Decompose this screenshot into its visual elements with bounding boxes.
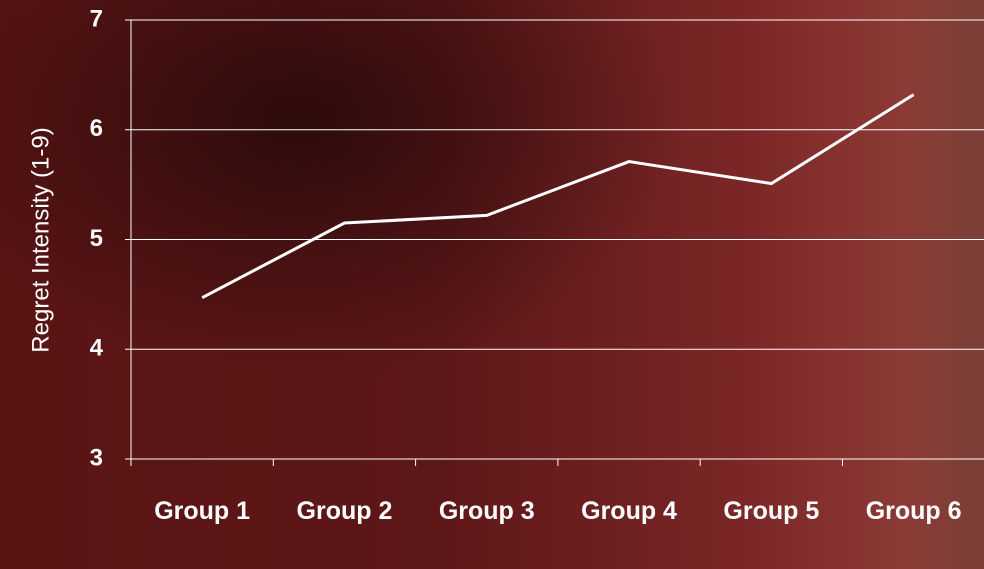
x-tick-label: Group 6	[865, 497, 962, 525]
x-tick-label: Group 1	[154, 497, 251, 525]
y-tick-label: 6	[90, 115, 103, 142]
x-tick-label: Group 2	[296, 497, 393, 525]
y-tick-label: 3	[90, 444, 103, 471]
x-tick-label: Group 4	[581, 497, 677, 525]
y-tick-label: 4	[90, 335, 104, 362]
y-tick-label: 5	[90, 225, 103, 252]
line	[201, 93, 915, 299]
y-axis-label: Regret Intensity (1-9)	[27, 127, 54, 352]
x-tick-label: Group 5	[723, 497, 820, 525]
x-tick-label: Group 3	[438, 497, 535, 525]
y-tick-label: 7	[90, 5, 103, 32]
